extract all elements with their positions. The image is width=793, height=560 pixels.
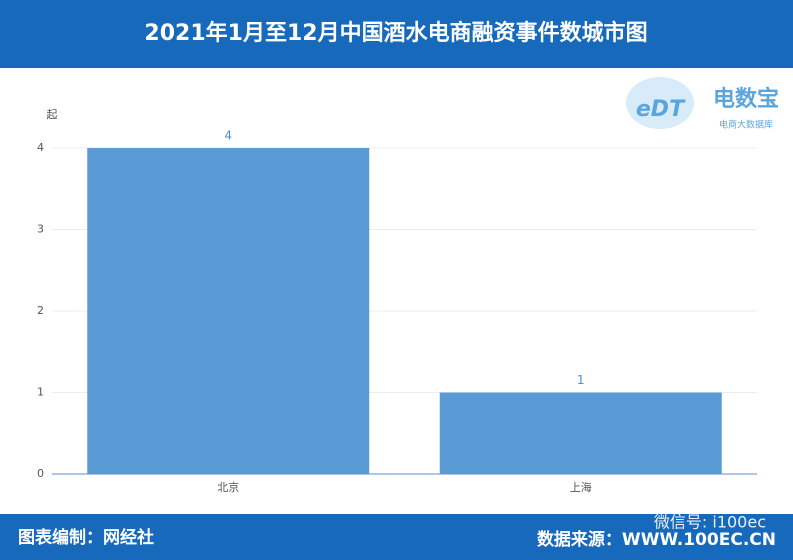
footer-credit: 图表编制：网经社 — [18, 527, 154, 548]
footer-source: 数据来源：WWW.100EC.CN — [537, 529, 776, 550]
bar — [439, 392, 722, 474]
plot-area: 0 1 2 3 4 北京 4 上海 1 — [37, 129, 757, 494]
logo: eDT 电数宝 电商大数据库 — [626, 77, 779, 131]
logo-mark: eDT — [636, 97, 686, 122]
logo-cloud — [626, 77, 694, 129]
footer-bar — [0, 514, 793, 560]
x-tick-label: 北京 — [217, 480, 239, 494]
logo-tagline: 电商大数据库 — [719, 119, 773, 131]
chart-title: 2021年1月至12月中国酒水电商融资事件数城市图 — [144, 20, 647, 46]
y-tick-label: 3 — [37, 223, 44, 236]
y-tick-label: 1 — [37, 386, 44, 399]
value-label: 4 — [224, 129, 232, 143]
watermark: 微信号: i100ec — [654, 513, 766, 532]
value-label: 1 — [577, 373, 585, 387]
logo-name: 电数宝 — [713, 86, 779, 112]
y-tick-label: 4 — [37, 141, 44, 154]
y-tick-label: 0 — [37, 467, 44, 480]
bar — [87, 148, 370, 474]
header-bar — [0, 0, 793, 68]
y-unit: 起 — [47, 108, 58, 121]
x-tick-label: 上海 — [570, 480, 592, 494]
y-tick-label: 2 — [37, 304, 44, 317]
